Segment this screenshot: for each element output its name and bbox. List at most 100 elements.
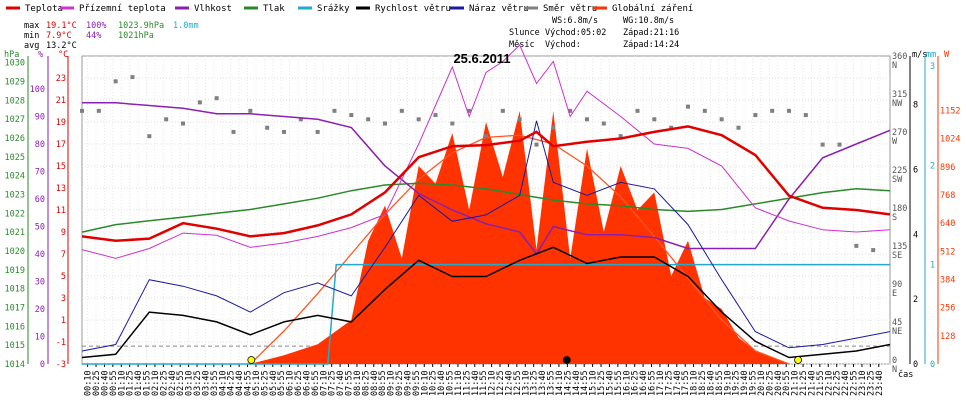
- wind-direction-point: [265, 125, 270, 130]
- legend-label-5: Rychlost větru: [375, 4, 451, 14]
- tick-ms: 8: [913, 101, 918, 111]
- wind-direction-point: [551, 125, 556, 130]
- tick-direction-name: N: [892, 365, 897, 375]
- tick-direction-name: SE: [892, 251, 902, 261]
- tick-ms: 2: [913, 295, 918, 305]
- tick-direction-name: E: [892, 289, 897, 299]
- tick-time: 04:10: [218, 370, 228, 396]
- tick-w: 384: [940, 276, 955, 286]
- ms-unit-label: m/s: [912, 50, 927, 60]
- tick-time: 21:25: [799, 370, 809, 396]
- wind-direction-point: [315, 129, 320, 134]
- series-rychlost-vetru: [81, 246, 891, 359]
- tick-time: 00:25: [92, 370, 102, 396]
- tick-hpa: 1029: [5, 77, 25, 87]
- wind-direction-point: [837, 142, 842, 147]
- axis-unit-labels: hPa % °C m/s mm W čas: [4, 50, 950, 380]
- tick-w: 256: [940, 304, 955, 314]
- tick-time: 17:10: [656, 370, 666, 396]
- tick-time: 03:25: [193, 370, 203, 396]
- tick-time: 17:55: [681, 370, 691, 396]
- tick-celsius: 1: [61, 316, 66, 326]
- tick-hpa: 1021: [5, 228, 25, 238]
- tick-time: 23:40: [875, 370, 885, 396]
- tick-time: 02:10: [151, 370, 161, 396]
- tick-time: 11:25: [462, 370, 472, 396]
- tick-direction: 315: [892, 90, 907, 100]
- stats-max-temp: 19.1°C: [46, 21, 77, 31]
- tick-time: 01:10: [117, 370, 127, 396]
- celsius-unit-label: °C: [58, 50, 68, 60]
- stats: max 19.1°C 100% 1023.9hPa 1.0mm min 7.9°…: [24, 21, 199, 51]
- tick-mm: 2: [930, 161, 935, 171]
- tick-time: 16:10: [622, 370, 632, 396]
- wind-direction-point: [871, 248, 876, 253]
- tick-time: 15:55: [614, 370, 624, 396]
- tick-direction-name: NW: [892, 99, 903, 109]
- tick-time: 04:40: [235, 370, 245, 396]
- sun-moon-info: WS:6.8m/s WG:10.8m/s Slunce Východ:05:02…: [509, 16, 679, 50]
- tick-time: 13:55: [547, 370, 557, 396]
- tick-time: 08:10: [353, 370, 363, 396]
- tick-hpa: 1024: [5, 172, 25, 182]
- tick-mm: 1: [930, 261, 935, 271]
- y-axes: 1030102910281027102610251024102310221021…: [5, 52, 961, 375]
- wind-direction-point: [130, 75, 135, 80]
- series-teplota: [81, 125, 891, 243]
- tick-hpa: 1026: [5, 134, 25, 144]
- tick-time: 23:10: [858, 370, 868, 396]
- wind-direction-point: [332, 108, 337, 113]
- tick-direction: 360: [892, 52, 907, 62]
- wind-direction-point: [803, 113, 808, 118]
- wind-direction-point: [80, 108, 84, 113]
- tick-pct: 50: [35, 223, 45, 233]
- wind-direction-point: [635, 108, 640, 113]
- tick-time: 19:55: [749, 370, 759, 396]
- x-axis: 00:1000:2500:4000:5501:1001:2501:4001:55…: [84, 364, 885, 396]
- tick-celsius: -3: [56, 360, 66, 370]
- tick-time: 01:55: [143, 370, 153, 396]
- tick-hpa: 1027: [5, 115, 25, 125]
- series-srazky: [82, 263, 890, 365]
- tick-celsius: 21: [56, 96, 66, 106]
- series-teoreticke-zareni: [249, 134, 790, 365]
- wind-direction-point: [96, 108, 101, 113]
- tick-hpa: 1028: [5, 96, 25, 106]
- wind-direction-point: [383, 121, 387, 126]
- tick-time: 11:10: [454, 370, 464, 396]
- info-sunrise: Východ:05:02: [545, 28, 606, 38]
- tick-hpa: 1017: [5, 303, 25, 313]
- tick-direction-name: S: [892, 213, 897, 223]
- series-tlak: [81, 182, 891, 233]
- tick-time: 02:55: [176, 370, 186, 396]
- tick-hpa: 1020: [5, 247, 25, 257]
- tick-time: 17:40: [673, 370, 683, 396]
- tick-hpa: 1016: [5, 322, 25, 332]
- tick-time: 22:10: [824, 370, 834, 396]
- wind-direction-point: [854, 243, 859, 248]
- wind-direction-point: [820, 142, 825, 147]
- wind-direction-point: [652, 117, 657, 122]
- tick-w: 896: [940, 163, 955, 173]
- tick-time: 09:55: [412, 370, 422, 396]
- tick-time: 07:25: [328, 370, 338, 396]
- wind-direction-point: [618, 134, 623, 139]
- wind-direction-point: [585, 117, 589, 122]
- tick-time: 20:25: [765, 370, 775, 396]
- tick-time: 09:25: [395, 370, 405, 396]
- tick-time: 21:10: [791, 370, 801, 396]
- tick-time: 13:40: [538, 370, 548, 396]
- tick-time: 19:25: [732, 370, 742, 396]
- tick-time: 15:40: [605, 370, 615, 396]
- tick-time: 16:25: [631, 370, 641, 396]
- legend-label-0: Teplota: [25, 4, 63, 14]
- wind-direction-point: [433, 113, 438, 118]
- series-layer: [80, 44, 891, 365]
- legend-label-7: Směr větru: [543, 4, 597, 14]
- tick-time: 05:10: [252, 370, 262, 396]
- tick-ms: 6: [913, 165, 918, 175]
- w-unit-label: W: [944, 50, 950, 60]
- stats-min-press: 1021hPa: [118, 31, 154, 41]
- tick-time: 12:40: [504, 370, 514, 396]
- tick-celsius: 5: [61, 272, 66, 282]
